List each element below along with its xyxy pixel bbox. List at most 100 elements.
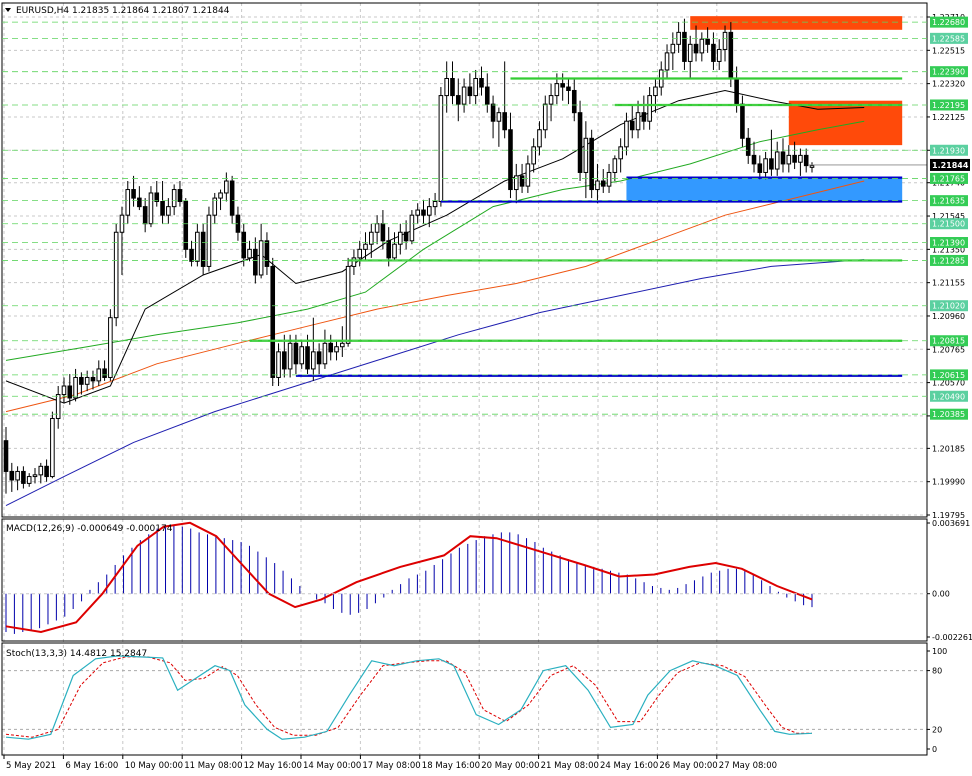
time-tick-label: 21 May 08:00 <box>541 761 599 771</box>
candle-body <box>357 248 363 259</box>
candle-body <box>641 112 647 122</box>
time-tick-label: 14 May 00:00 <box>303 761 361 771</box>
candle-body <box>351 257 357 267</box>
candle-body <box>316 351 322 365</box>
candle-body <box>786 154 792 165</box>
candle-body <box>131 189 136 199</box>
candle-body <box>26 476 32 484</box>
candle-body <box>177 189 183 203</box>
candle-body <box>189 248 194 262</box>
level-label-box <box>930 369 968 381</box>
support-zone <box>626 177 903 202</box>
candle-body <box>206 214 212 267</box>
level-label: 1.21500 <box>932 220 965 229</box>
stoch-pane[interactable] <box>2 655 927 740</box>
price-tick-label: 1.20185 <box>932 444 965 453</box>
candle-body <box>9 470 15 481</box>
chart-title-group: EURUSD,H4 1.21835 1.21864 1.21807 1.2184… <box>5 6 230 16</box>
price-pane[interactable] <box>3 16 927 507</box>
time-tick-label: 20 May 00:00 <box>481 761 539 771</box>
candle-body <box>212 197 218 216</box>
candle-body <box>554 83 560 97</box>
stoch-tick-label: 20 <box>932 725 942 734</box>
candle-body <box>490 103 496 122</box>
candle-body <box>722 31 728 50</box>
candle-body <box>61 385 67 396</box>
price-tick-label: 1.20570 <box>932 379 965 388</box>
candle-body <box>363 243 368 250</box>
candle-body <box>745 137 751 156</box>
candle-body <box>566 86 571 91</box>
candle-body <box>624 120 629 148</box>
stoch-tick-label: 100 <box>932 647 947 656</box>
candle-body <box>450 78 455 97</box>
candle-body <box>137 197 142 208</box>
candle-body <box>125 189 131 216</box>
candle-body <box>345 265 351 344</box>
candle-body <box>600 180 606 187</box>
stoch-tick-label: 80 <box>932 667 942 676</box>
candle-body <box>154 192 160 203</box>
candle-body <box>479 78 484 88</box>
candle-body <box>340 342 345 348</box>
candle-body <box>519 175 525 187</box>
level-label-box <box>930 144 968 156</box>
candle-body <box>577 112 583 173</box>
level-label: 1.22390 <box>932 68 965 77</box>
time-tick-label: 26 May 00:00 <box>659 761 717 771</box>
level-labels: 1.22680 1.22585 1.22390 1.22195 1.21930 1.217… <box>2 16 968 420</box>
time-tick-label: 24 May 16:00 <box>600 761 658 771</box>
price-tick-label: 1.20960 <box>932 312 965 321</box>
candle-body <box>183 201 189 250</box>
price-tick-label: 1.19795 <box>932 511 965 520</box>
candle-body <box>293 342 299 365</box>
candle-body <box>102 368 107 378</box>
candle-body <box>218 192 223 199</box>
candle-body <box>229 180 235 216</box>
ma-fast-line <box>5 89 865 404</box>
level-label: 1.21285 <box>932 256 965 265</box>
candle-body <box>55 394 61 419</box>
level-label: 1.22585 <box>932 34 965 43</box>
dropdown-triangle-icon[interactable] <box>5 8 11 12</box>
candle-body <box>426 206 432 216</box>
time-tick-label: 17 May 08:00 <box>362 761 420 771</box>
candle-body <box>32 474 38 478</box>
level-label-box <box>930 32 968 44</box>
candle-body <box>224 180 229 194</box>
time-tick-label: 5 May 2021 <box>6 761 56 771</box>
macd-axis: 0.003691 0.00 -0.002261 <box>2 519 972 642</box>
candle-body <box>792 154 797 163</box>
level-label: 1.20490 <box>932 392 965 401</box>
macd-signal-path <box>5 521 813 634</box>
level-label-box <box>930 16 968 28</box>
candle-body <box>496 112 502 122</box>
macd-pane[interactable] <box>5 521 813 634</box>
candle-body <box>763 158 768 173</box>
candle-body <box>282 351 287 370</box>
candle-body <box>44 465 49 478</box>
candle-body <box>734 78 739 105</box>
candle-body <box>664 52 670 71</box>
pane-frame <box>1 642 928 756</box>
level-label: 1.20385 <box>932 410 965 419</box>
level-label-box <box>930 195 968 207</box>
pane-frame <box>1 2 928 518</box>
level-label-box <box>930 300 968 312</box>
level-label: 1.21390 <box>932 239 965 248</box>
candle-body <box>432 201 438 208</box>
candle-body <box>311 351 316 370</box>
candle-body <box>386 240 392 259</box>
candle-body <box>270 265 276 378</box>
candle-body <box>531 146 536 165</box>
candle-body <box>84 376 90 385</box>
candle-body <box>258 240 264 276</box>
candle-body <box>461 86 467 105</box>
level-label: 1.22680 <box>932 18 965 27</box>
candle-body <box>780 151 786 165</box>
candle-body <box>473 78 478 97</box>
time-tick-label: 6 May 16:00 <box>65 761 118 771</box>
candle-body <box>670 43 676 54</box>
candle-body <box>612 158 618 173</box>
